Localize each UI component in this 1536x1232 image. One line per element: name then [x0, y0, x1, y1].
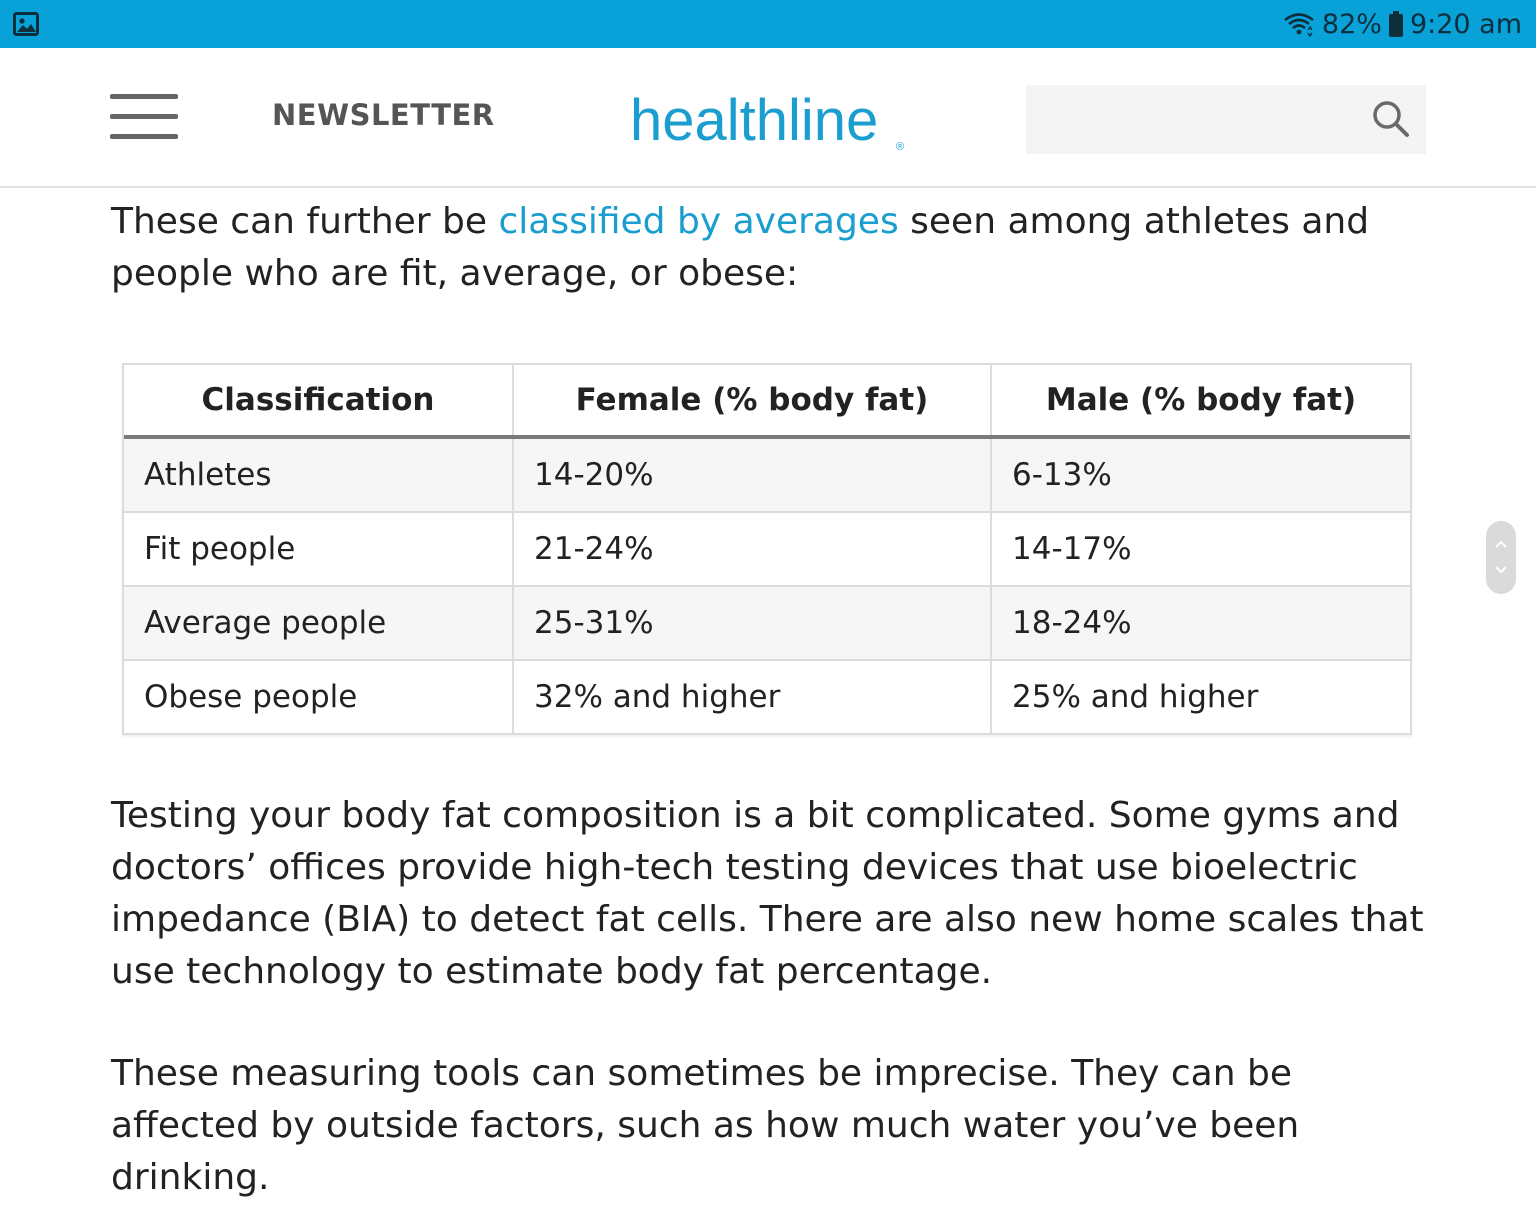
table-row: Athletes 14-20% 6-13% — [124, 436, 1410, 512]
hamburger-menu-icon[interactable] — [108, 94, 180, 142]
table-row: Obese people 32% and higher 25% and high… — [124, 659, 1410, 733]
healthline-logo[interactable]: healthline ® — [630, 74, 910, 164]
table-cell: 25-31% — [513, 585, 992, 660]
table-cell: Average people — [124, 585, 514, 660]
table-header-row: Classification Female (% body fat) Male … — [124, 365, 1410, 439]
intro-text-start: These can further be — [111, 201, 499, 242]
table-cell: Obese people — [124, 659, 514, 733]
battery-percent: 82% — [1321, 8, 1382, 40]
scroll-handle[interactable] — [1486, 521, 1516, 594]
search-input[interactable] — [1026, 85, 1356, 154]
classified-by-averages-link[interactable]: classified by averages — [498, 201, 899, 242]
search-box[interactable] — [1026, 85, 1426, 154]
status-indicators: 82% 9:20 am — [1282, 0, 1522, 48]
gallery-icon — [13, 12, 39, 36]
chevron-up-icon — [1495, 540, 1507, 548]
status-bar: 82% 9:20 am — [0, 0, 1536, 48]
table-cell: 14-17% — [991, 511, 1410, 586]
body-paragraph-testing: Testing your body fat composition is a b… — [111, 795, 1424, 992]
table-cell: 21-24% — [513, 511, 992, 586]
search-icon[interactable] — [1372, 100, 1410, 138]
wifi-icon — [1284, 13, 1314, 37]
battery-icon — [1388, 10, 1403, 37]
column-header-classification: Classification — [124, 365, 514, 439]
table-cell: Fit people — [124, 511, 514, 586]
intro-paragraph: These can further be classified by avera… — [111, 196, 1426, 300]
table-cell: 25% and higher — [991, 659, 1410, 733]
table-row: Fit people 21-24% 14-17% — [124, 511, 1410, 586]
table-cell: 18-24% — [991, 585, 1410, 660]
table-row: Average people 25-31% 18-24% — [124, 585, 1410, 660]
table-cell: 14-20% — [513, 436, 992, 512]
logo-text: healthline — [630, 88, 878, 153]
table-cell: Athletes — [124, 436, 514, 512]
site-header: NEWSLETTER healthline ® — [0, 48, 1536, 188]
svg-text:®: ® — [896, 141, 904, 153]
intro-text-end: seen among athletes and people who are f… — [111, 201, 1370, 294]
newsletter-link[interactable]: NEWSLETTER — [272, 98, 495, 132]
chevron-down-icon — [1495, 566, 1507, 574]
body-paragraph-tools: These measuring tools can sometimes be i… — [111, 1053, 1300, 1198]
column-header-female: Female (% body fat) — [513, 365, 992, 439]
column-header-male: Male (% body fat) — [991, 365, 1410, 439]
table-cell: 32% and higher — [513, 659, 992, 733]
table-cell: 6-13% — [991, 436, 1410, 512]
body-fat-table: Classification Female (% body fat) Male … — [122, 363, 1412, 735]
clock: 9:20 am — [1409, 8, 1522, 40]
